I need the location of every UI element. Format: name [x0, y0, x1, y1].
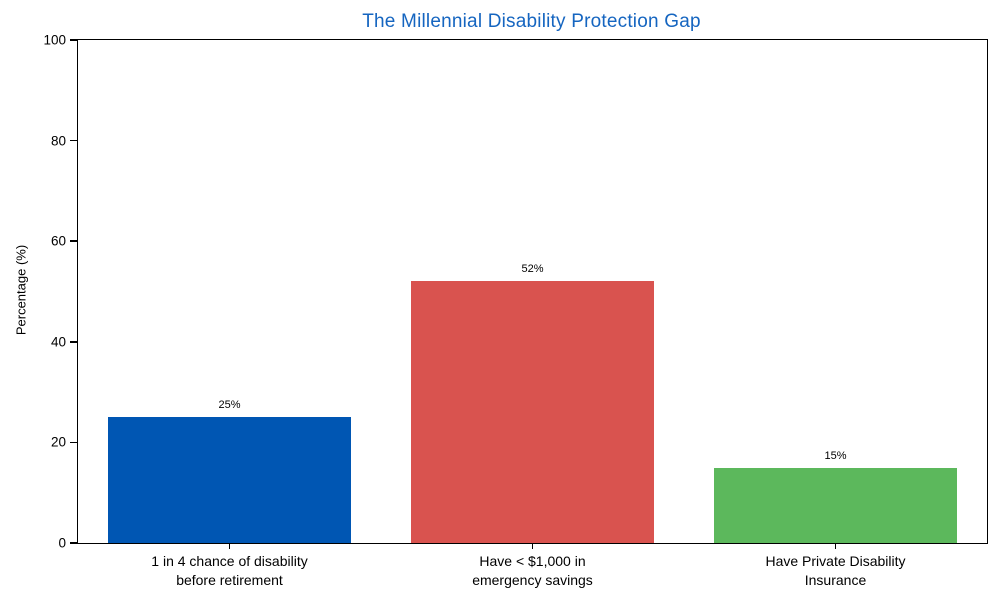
- x-category-label: Have < $1,000 in emergency savings: [472, 553, 593, 588]
- y-tick-mark: [70, 139, 77, 142]
- y-tick-mark: [70, 39, 77, 41]
- x-tick-mark: [834, 543, 837, 549]
- x-category-label: Have Private Disability Insurance: [765, 553, 906, 588]
- y-tick-label: 40: [50, 334, 66, 350]
- bar: [714, 467, 957, 543]
- chart-title: The Millennial Disability Protection Gap: [362, 11, 701, 32]
- bar: [108, 417, 351, 543]
- bar-value-label: 15%: [824, 449, 847, 462]
- x-category-label: 1 in 4 chance of disability before retir…: [151, 553, 308, 588]
- y-tick-label: 100: [43, 32, 66, 48]
- y-tick-label: 60: [50, 233, 66, 249]
- y-tick-mark: [70, 341, 77, 343]
- y-tick-mark: [70, 542, 77, 544]
- x-tick-mark: [531, 543, 534, 549]
- y-tick-mark: [70, 240, 77, 242]
- y-axis-label: Percentage (%): [13, 244, 29, 336]
- plot-area: 0 20 40 60 80 100 25% 1 in 4 chance of disabili…: [43, 33, 988, 588]
- y-tick-label: 20: [50, 434, 66, 450]
- bar: [411, 281, 654, 543]
- y-tick-label: 0: [58, 535, 66, 551]
- bar-value-label: 52%: [521, 263, 544, 276]
- x-tick-mark: [228, 543, 231, 549]
- y-tick-mark: [70, 441, 77, 444]
- y-tick-label: 80: [50, 133, 66, 149]
- bar-value-label: 25%: [218, 399, 241, 412]
